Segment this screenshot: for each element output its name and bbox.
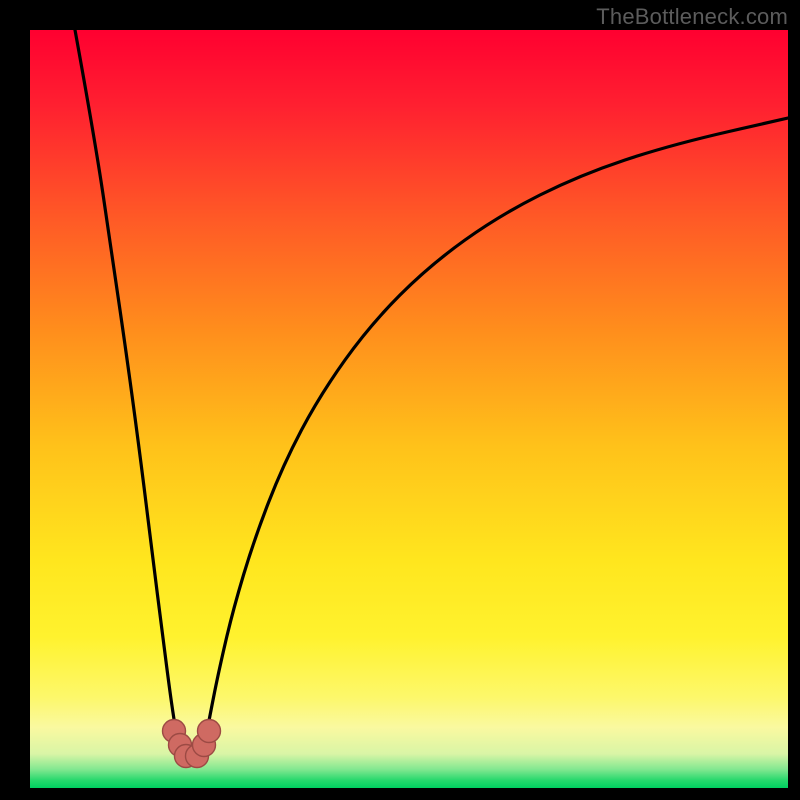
chart-root: TheBottleneck.com — [0, 0, 800, 800]
watermark-text: TheBottleneck.com — [596, 4, 788, 30]
bottleneck-chart — [0, 0, 800, 800]
cluster-marker — [198, 720, 221, 743]
